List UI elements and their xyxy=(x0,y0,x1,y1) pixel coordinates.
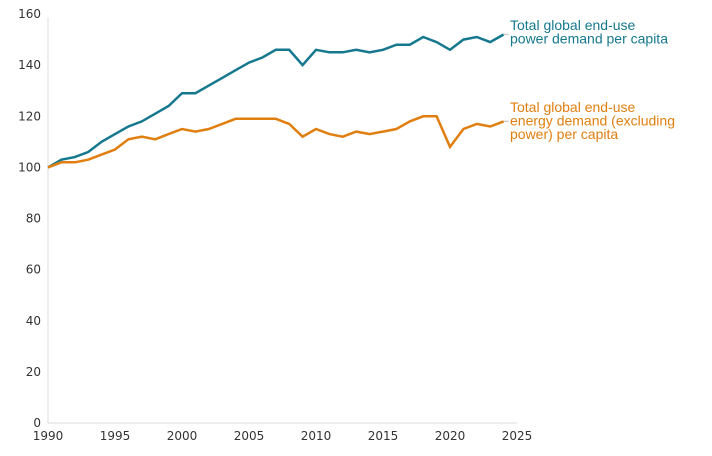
x-tick-label: 2010 xyxy=(301,429,332,443)
y-tick-label: 100 xyxy=(18,160,41,174)
x-tick-label: 2020 xyxy=(435,429,466,443)
x-tick-label: 1995 xyxy=(100,429,131,443)
legend: Total global end-use power demand per cap… xyxy=(503,17,675,142)
y-tick-label: 120 xyxy=(18,109,41,123)
series-line xyxy=(47,115,505,169)
y-tick-labels: 0 20 40 60 80 100 120 140 160 xyxy=(18,7,41,430)
axes xyxy=(47,18,517,424)
legend-label: Total global end-use energy demand (exclu… xyxy=(510,99,675,142)
y-tick-label: 40 xyxy=(26,314,41,328)
y-tick-label: 60 xyxy=(26,263,41,277)
y-tick-label: 140 xyxy=(18,58,41,72)
x-tick-label: 2015 xyxy=(368,429,399,443)
x-tick-label: 2000 xyxy=(167,429,198,443)
legend-label: Total global end-use power demand per cap… xyxy=(510,17,668,47)
x-tick-label: 2005 xyxy=(234,429,265,443)
series-lines xyxy=(47,33,505,169)
series-line xyxy=(47,33,505,169)
x-tick-label: 2025 xyxy=(502,429,533,443)
y-tick-label: 80 xyxy=(26,212,41,226)
y-tick-label: 160 xyxy=(18,7,41,21)
y-tick-label: 0 xyxy=(33,416,41,430)
x-tick-label: 1990 xyxy=(33,429,64,443)
x-tick-labels: 1990 1995 2000 2005 2010 2015 2020 2025 xyxy=(33,429,533,443)
y-tick-label: 20 xyxy=(26,365,41,379)
